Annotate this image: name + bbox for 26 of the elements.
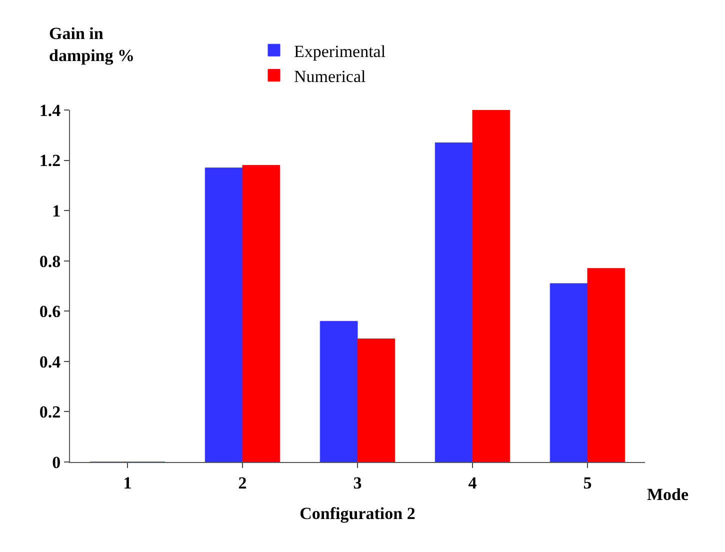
y-tick-label: 0.4: [39, 352, 62, 372]
x-tick-label: 4: [468, 473, 478, 492]
bar: [587, 268, 626, 462]
x-tick-label: 3: [353, 473, 362, 492]
x-tick-label: 2: [238, 473, 247, 492]
bar: [550, 283, 588, 462]
y-tick-label: 0.2: [39, 402, 61, 422]
bar: [357, 338, 396, 462]
x-axis-title: Configuration 2: [300, 504, 416, 523]
y-tick-label: 1.4: [39, 100, 62, 120]
text: Mode: [647, 485, 689, 504]
legend-label: Experimental: [294, 42, 386, 61]
y-tick-label: 1.2: [39, 151, 61, 170]
y-tick-label: 0.6: [39, 302, 61, 322]
y-tick-label: 0: [52, 452, 61, 472]
legend-label: Numerical: [294, 66, 366, 86]
x-tick-label: 5: [583, 473, 592, 492]
bar: [320, 320, 358, 462]
bar: [204, 168, 243, 462]
y-tick-label: 0.8: [39, 252, 61, 271]
bar: [242, 165, 280, 462]
bar: [472, 110, 510, 462]
bar: [434, 142, 473, 462]
y-tick-label: 1: [52, 202, 61, 221]
y-axis-title: Gain in damping %: [49, 24, 134, 66]
x-tick-label: 1: [123, 473, 132, 492]
